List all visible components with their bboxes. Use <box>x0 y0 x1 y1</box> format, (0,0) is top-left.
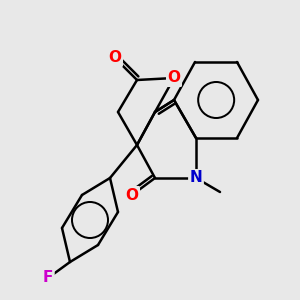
Text: O: O <box>109 50 122 65</box>
Text: O: O <box>167 70 181 86</box>
Text: N: N <box>190 170 202 185</box>
Text: O: O <box>125 188 139 202</box>
Text: F: F <box>43 271 53 286</box>
